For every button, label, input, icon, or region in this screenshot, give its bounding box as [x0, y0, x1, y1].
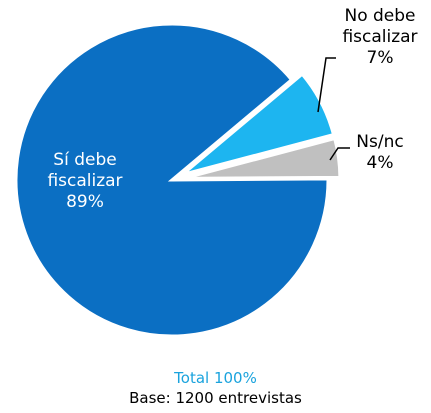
pie-slice	[14, 22, 330, 338]
pie-slice	[183, 136, 342, 180]
base-label: Base: 1200 entrevistas	[129, 389, 302, 407]
value-label: 7%	[366, 48, 394, 68]
leader-line	[329, 147, 350, 161]
slice-label: Sí debe fiscalizar 89%	[30, 150, 140, 213]
category-label: Ns/nc	[356, 132, 404, 152]
total-label: Total 100%	[174, 369, 257, 387]
leader-line	[317, 57, 336, 113]
category-label: Sí debe fiscalizar	[47, 150, 123, 191]
slice-label: No debe fiscalizar 7%	[330, 6, 430, 69]
value-label: 89%	[66, 192, 104, 212]
category-label: No debe fiscalizar	[342, 6, 418, 47]
pie-slice	[181, 72, 336, 176]
value-label: 4%	[366, 153, 394, 173]
slice-label: Ns/nc 4%	[345, 132, 415, 174]
